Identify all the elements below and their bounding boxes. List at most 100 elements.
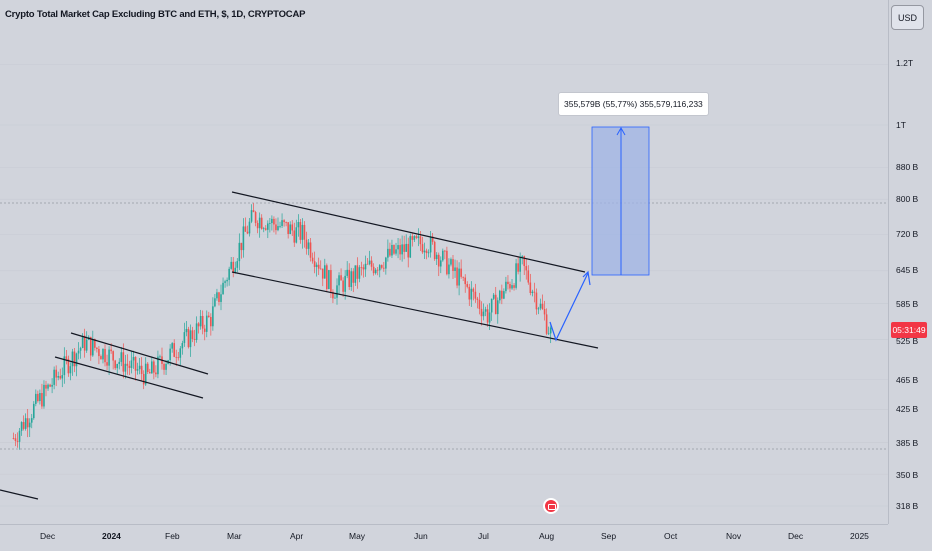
candle-body — [348, 269, 351, 287]
candle-body — [16, 440, 19, 442]
candle-body — [374, 269, 377, 274]
candle-body — [527, 270, 530, 283]
candle-body — [210, 316, 212, 327]
candle-body — [354, 265, 357, 283]
candle-body — [132, 356, 135, 361]
candle-body — [507, 281, 509, 285]
chart-plot[interactable] — [0, 0, 888, 524]
candle-body — [159, 356, 161, 358]
candle-body — [513, 285, 515, 288]
candle-body — [114, 360, 116, 369]
candle-body — [376, 269, 379, 271]
candle-body — [130, 360, 133, 368]
candle-body — [323, 265, 326, 279]
candle-body — [232, 261, 235, 273]
candle-body — [122, 352, 125, 372]
candle-body — [289, 224, 291, 234]
candle-body — [537, 308, 540, 310]
candle-body — [315, 264, 318, 267]
chart-area[interactable] — [0, 0, 888, 524]
candle-body — [151, 361, 153, 374]
candle-body — [24, 418, 27, 429]
candle-body — [32, 403, 35, 419]
candle-body — [256, 222, 259, 229]
candle-body — [415, 236, 418, 239]
candle-body — [407, 243, 410, 258]
candle-body — [484, 309, 487, 312]
candle-body — [63, 356, 66, 376]
projection-arrow-head — [582, 270, 591, 286]
candle-body — [370, 260, 373, 267]
time-tick: Dec — [788, 531, 804, 541]
candle-body — [505, 281, 507, 292]
candle-body — [462, 276, 464, 278]
candle-body — [199, 315, 202, 327]
currency-button[interactable]: USD — [891, 5, 924, 30]
candle-body — [419, 236, 422, 245]
candle-body — [79, 347, 82, 351]
candle-body — [43, 384, 45, 407]
candle-body — [411, 236, 414, 240]
time-tick: Sep — [601, 531, 617, 541]
current-price-label: 05:31:49 — [891, 322, 927, 338]
candle-body — [175, 356, 178, 358]
candle-body — [195, 323, 198, 340]
candle-body — [317, 264, 320, 269]
candle-body — [281, 220, 283, 226]
price-tick: 800 B — [896, 194, 919, 204]
candle-body — [234, 267, 237, 273]
candle-body — [433, 241, 436, 260]
candle-body — [240, 242, 243, 251]
candle-body — [246, 231, 249, 234]
candle-body — [413, 236, 416, 240]
candle-body — [401, 244, 403, 255]
target-arrow-head — [616, 126, 626, 136]
time-tick: Oct — [664, 531, 678, 541]
candle-body — [458, 268, 460, 286]
trendline — [54, 356, 204, 399]
candle-body — [37, 393, 39, 402]
time-axis[interactable] — [0, 524, 888, 551]
candle-body — [470, 288, 473, 300]
candle-body — [456, 267, 458, 286]
candle-body — [326, 265, 328, 290]
candle-body — [102, 349, 104, 360]
candle-body — [144, 363, 147, 385]
candle-body — [494, 294, 497, 315]
measure-label: 355,579B (55,77%) 355,579,116,233 — [558, 92, 709, 116]
grid-lines — [0, 64, 888, 507]
candle-body — [446, 250, 448, 275]
candle-body — [328, 270, 330, 290]
candle-body — [313, 261, 316, 267]
candle-body — [283, 220, 285, 223]
candle-body — [397, 245, 399, 250]
candle-body — [236, 261, 239, 268]
candle-body — [242, 226, 245, 251]
candle-body — [26, 418, 29, 428]
candle-body — [85, 339, 88, 351]
candle-body — [547, 333, 550, 335]
candle-body — [142, 373, 145, 385]
candle-body — [303, 224, 306, 240]
candle-body — [83, 335, 86, 351]
candle-body — [264, 228, 267, 230]
candle-body — [177, 357, 180, 359]
candle-body — [59, 376, 62, 379]
candle-body — [248, 221, 251, 234]
candle-body — [474, 291, 477, 299]
price-tick: 385 B — [896, 438, 919, 448]
candle-body — [273, 218, 275, 225]
candle-body — [262, 228, 265, 230]
candle-body — [153, 361, 155, 373]
time-tick: Mar — [227, 531, 242, 541]
candle-body — [543, 309, 546, 315]
candle-body — [216, 292, 218, 299]
candle-body — [214, 298, 216, 307]
trendlines — [0, 191, 599, 500]
candle-body — [380, 265, 383, 268]
candle-body — [267, 223, 269, 230]
candle-body — [28, 422, 31, 428]
earnings-calendar-icon[interactable] — [543, 498, 559, 514]
candle-body — [155, 372, 157, 375]
price-axis[interactable] — [888, 0, 932, 524]
